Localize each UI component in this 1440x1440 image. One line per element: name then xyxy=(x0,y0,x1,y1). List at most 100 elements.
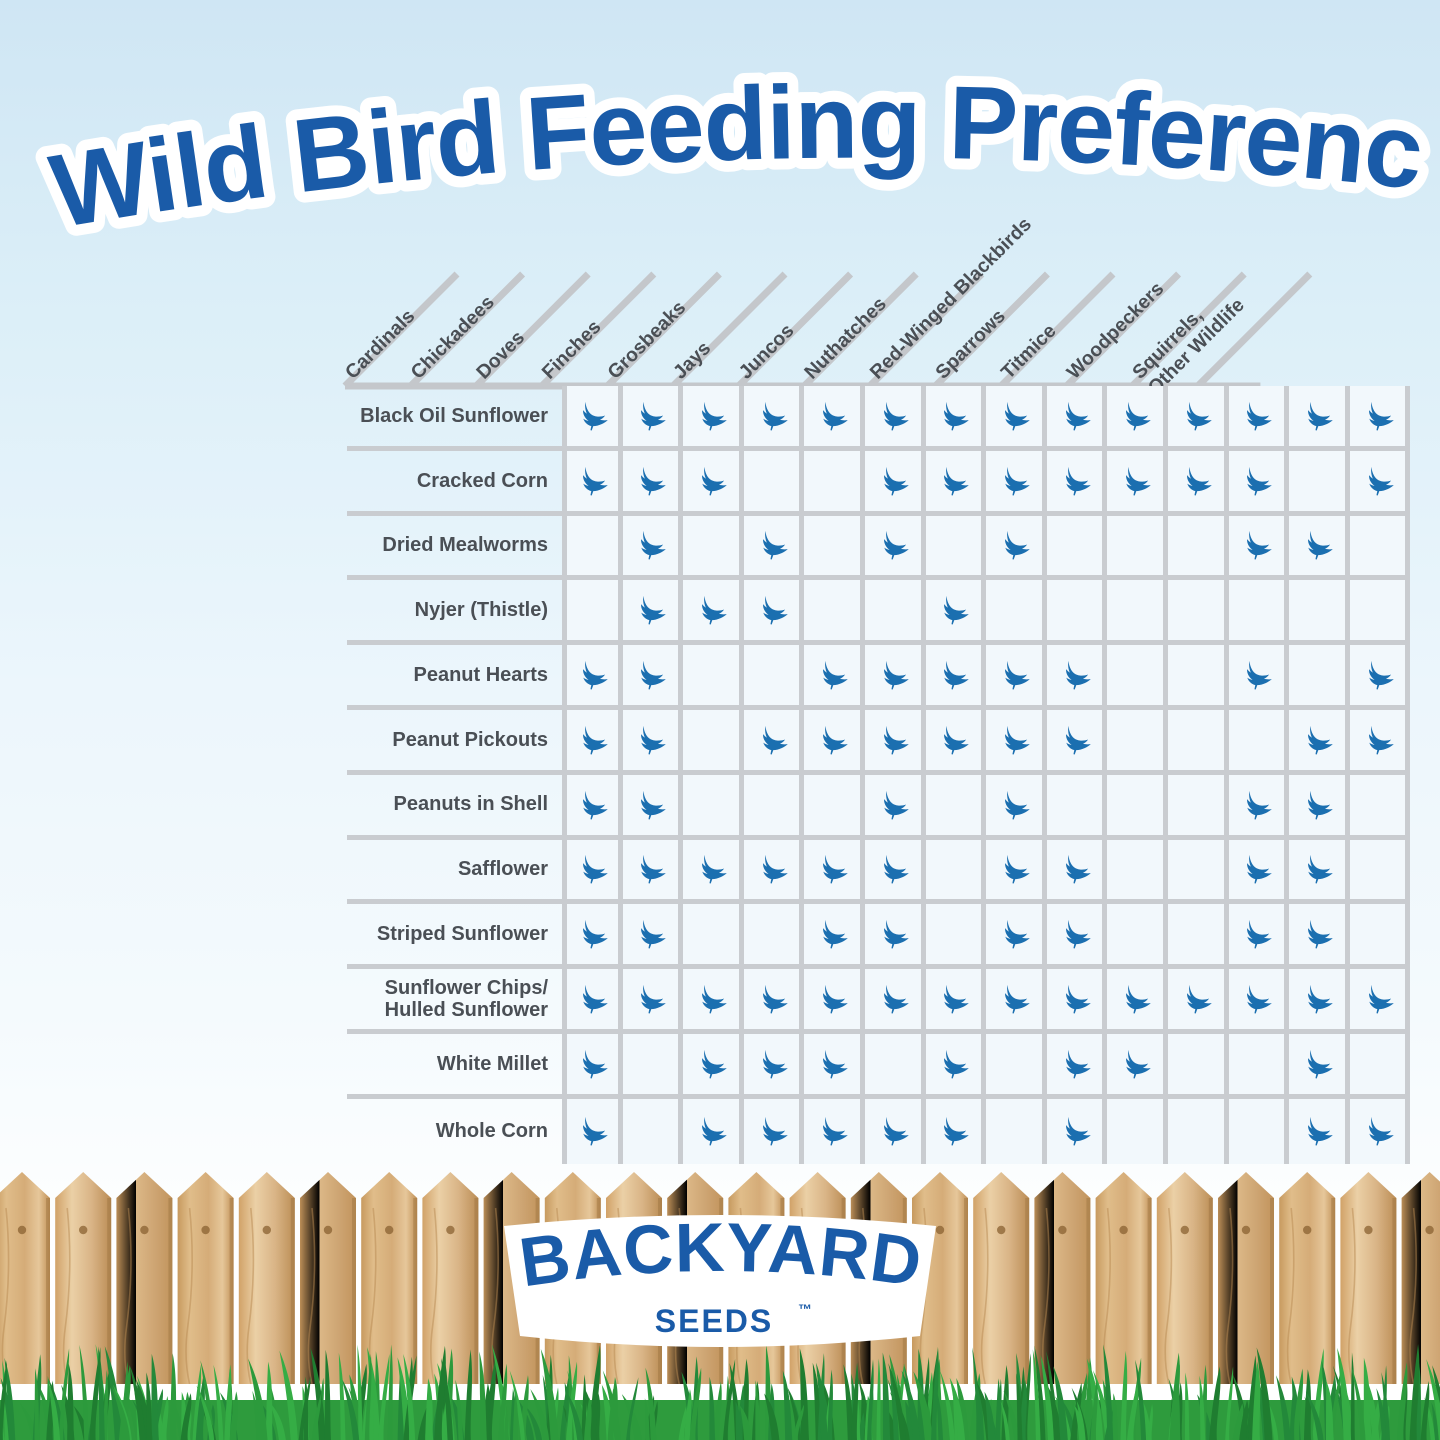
bird-icon xyxy=(641,984,667,1014)
matrix-cell xyxy=(925,515,987,581)
bird-icon xyxy=(944,660,970,690)
matrix-cell xyxy=(683,515,744,581)
grass-blade xyxy=(1337,1347,1352,1440)
grass-blade xyxy=(1351,1366,1366,1440)
matrix-cell xyxy=(804,386,865,451)
bird-icon xyxy=(762,531,788,561)
grass-blade xyxy=(311,1393,322,1440)
bird-icon xyxy=(1247,790,1273,820)
grass-blade xyxy=(540,1348,559,1440)
fence-nail xyxy=(997,1225,1006,1235)
grass-blade xyxy=(1175,1379,1181,1440)
bird-icon xyxy=(1186,466,1212,496)
row-label: Safflower xyxy=(347,840,562,905)
matrix-cell xyxy=(622,386,684,451)
bird-icon xyxy=(944,596,970,625)
matrix-cell xyxy=(986,839,1047,905)
grass-blade xyxy=(151,1353,159,1440)
matrix-cell xyxy=(622,969,684,1034)
bird-icon xyxy=(583,1049,609,1079)
matrix-cell xyxy=(1349,515,1411,581)
bird-icon xyxy=(823,1117,848,1146)
grass-blade xyxy=(1225,1366,1234,1440)
fence-nail xyxy=(446,1225,455,1235)
row-label: Whole Corn xyxy=(347,1099,562,1164)
matrix-cell xyxy=(562,580,623,646)
row-label-line: Peanut Hearts xyxy=(413,663,549,686)
matrix-cell xyxy=(1107,1098,1168,1164)
bird-icon xyxy=(1307,790,1333,820)
bird-icon xyxy=(1247,984,1273,1014)
grass-blade xyxy=(1209,1366,1221,1440)
fence-plank xyxy=(1218,1172,1274,1384)
bird-icon xyxy=(1307,984,1333,1014)
matrix-cell xyxy=(1107,515,1168,581)
matrix-cell xyxy=(864,709,926,775)
grass-blade xyxy=(1135,1359,1147,1440)
grass-blade xyxy=(1409,1344,1420,1440)
fence-plank xyxy=(177,1172,234,1384)
matrix-cell xyxy=(622,774,684,840)
matrix-cell xyxy=(986,969,1047,1034)
bird-icon xyxy=(1307,725,1333,755)
bird-icon xyxy=(583,401,609,431)
grass-blade xyxy=(464,1349,473,1440)
matrix-cell xyxy=(986,774,1047,840)
matrix-cell xyxy=(1289,774,1350,840)
bird-icon xyxy=(883,1117,909,1146)
header-diagonal-line xyxy=(736,271,854,389)
bird-icon xyxy=(641,660,667,690)
row-label: Black Oil Sunflower xyxy=(347,386,562,451)
grass-blade xyxy=(248,1358,268,1440)
table-row: Peanut Hearts xyxy=(347,645,1411,710)
bird-icon xyxy=(1126,984,1151,1014)
bird-icon xyxy=(1004,531,1030,561)
grass-blade xyxy=(735,1401,743,1440)
bird-icon xyxy=(944,401,970,431)
matrix-cell xyxy=(1289,1098,1350,1164)
fence-plank xyxy=(300,1172,356,1384)
matrix-cell xyxy=(562,969,623,1034)
grass-blade xyxy=(4,1357,16,1440)
grass-blade xyxy=(689,1367,702,1440)
grass-blade xyxy=(1432,1365,1440,1424)
bird-icon xyxy=(823,855,848,884)
grass-blade xyxy=(888,1363,906,1440)
matrix-cell xyxy=(743,839,805,905)
grass-blade xyxy=(48,1381,61,1440)
grass-blade xyxy=(357,1344,363,1440)
matrix-cell xyxy=(986,645,1047,710)
matrix-cell xyxy=(622,1098,684,1164)
row-label: White Millet xyxy=(347,1034,562,1099)
header-diagonal-line xyxy=(1064,271,1182,389)
bird-icon xyxy=(1126,1049,1151,1079)
matrix-cell xyxy=(1167,709,1229,775)
grass-blade xyxy=(1232,1403,1244,1440)
matrix-cell xyxy=(1289,709,1350,775)
row-label-line: Striped Sunflower xyxy=(376,923,548,946)
grass-blade xyxy=(130,1365,146,1440)
grass-blade xyxy=(67,1363,75,1440)
bird-icon xyxy=(583,1117,609,1146)
grass-blade xyxy=(645,1367,657,1440)
header-diagonal-line xyxy=(1129,271,1247,389)
matrix-cell xyxy=(1228,709,1290,775)
grass-blade xyxy=(1120,1350,1128,1440)
matrix-cell xyxy=(925,904,987,970)
grass-blade xyxy=(684,1388,692,1440)
matrix-cell xyxy=(1349,1033,1411,1099)
matrix-cell xyxy=(1289,1033,1350,1099)
footer-scene: BACKYARD SEEDS ™ xyxy=(0,1168,1440,1440)
matrix-cell xyxy=(743,450,805,516)
row-label: Nyjer (Thistle) xyxy=(347,580,562,646)
matrix-cell xyxy=(864,386,926,451)
matrix-cell xyxy=(683,580,744,646)
matrix-cell xyxy=(683,1098,744,1164)
bird-icon xyxy=(1307,855,1333,884)
matrix-cell xyxy=(925,645,987,710)
bird-icon xyxy=(1307,1049,1333,1079)
bird-icon xyxy=(583,725,609,755)
brand-logo[interactable]: BACKYARD SEEDS ™ xyxy=(480,1208,960,1358)
matrix-cell xyxy=(683,386,744,451)
table-row: Black Oil Sunflower xyxy=(347,386,1411,451)
